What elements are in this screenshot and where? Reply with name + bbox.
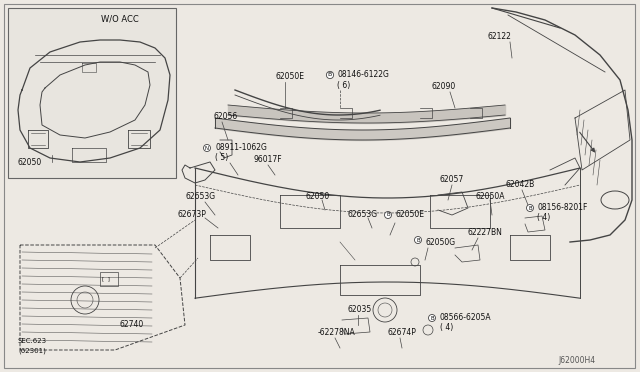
Text: 62050E: 62050E bbox=[275, 72, 304, 81]
Text: 08146-6122G: 08146-6122G bbox=[337, 70, 389, 79]
Text: 62057: 62057 bbox=[440, 175, 464, 184]
Text: ( 4): ( 4) bbox=[440, 323, 453, 332]
Text: -62278NA: -62278NA bbox=[318, 328, 356, 337]
Text: 62042B: 62042B bbox=[505, 180, 534, 189]
Text: B: B bbox=[430, 315, 434, 321]
Text: 62050G: 62050G bbox=[425, 238, 455, 247]
Text: ( 4): ( 4) bbox=[537, 213, 550, 222]
Text: [  ]: [ ] bbox=[102, 276, 110, 281]
Text: 62050A: 62050A bbox=[475, 192, 504, 201]
Text: 62653G: 62653G bbox=[348, 210, 378, 219]
Text: 62227BN: 62227BN bbox=[468, 228, 503, 237]
Text: 62740: 62740 bbox=[120, 320, 144, 329]
Text: 62673P: 62673P bbox=[178, 210, 207, 219]
Text: N: N bbox=[205, 145, 209, 151]
Text: B: B bbox=[416, 237, 420, 243]
Text: (62301): (62301) bbox=[18, 348, 46, 355]
Text: 62035: 62035 bbox=[348, 305, 372, 314]
Text: 96017F: 96017F bbox=[253, 155, 282, 164]
Text: 62653G: 62653G bbox=[185, 192, 215, 201]
Text: 62050E: 62050E bbox=[395, 210, 424, 219]
Text: B: B bbox=[528, 205, 532, 211]
Text: 62050: 62050 bbox=[18, 158, 42, 167]
Text: 08911-1062G: 08911-1062G bbox=[215, 143, 267, 152]
Text: 08566-6205A: 08566-6205A bbox=[440, 313, 492, 322]
Text: ( 6): ( 6) bbox=[337, 81, 350, 90]
Text: 62050: 62050 bbox=[305, 192, 329, 201]
Text: ( 5): ( 5) bbox=[215, 153, 228, 162]
Text: B: B bbox=[386, 212, 390, 218]
Text: SEC.623: SEC.623 bbox=[18, 338, 47, 344]
Text: 62674P: 62674P bbox=[388, 328, 417, 337]
Text: J62000H4: J62000H4 bbox=[558, 356, 595, 365]
Text: W/O ACC: W/O ACC bbox=[101, 14, 139, 23]
Bar bbox=[100, 272, 118, 286]
Text: 62122: 62122 bbox=[488, 32, 512, 41]
Text: B: B bbox=[328, 73, 332, 77]
Text: 08156-8201F: 08156-8201F bbox=[537, 203, 588, 212]
Text: 62056: 62056 bbox=[213, 112, 237, 121]
Text: 62090: 62090 bbox=[432, 82, 456, 91]
Bar bbox=[8, 8, 176, 178]
